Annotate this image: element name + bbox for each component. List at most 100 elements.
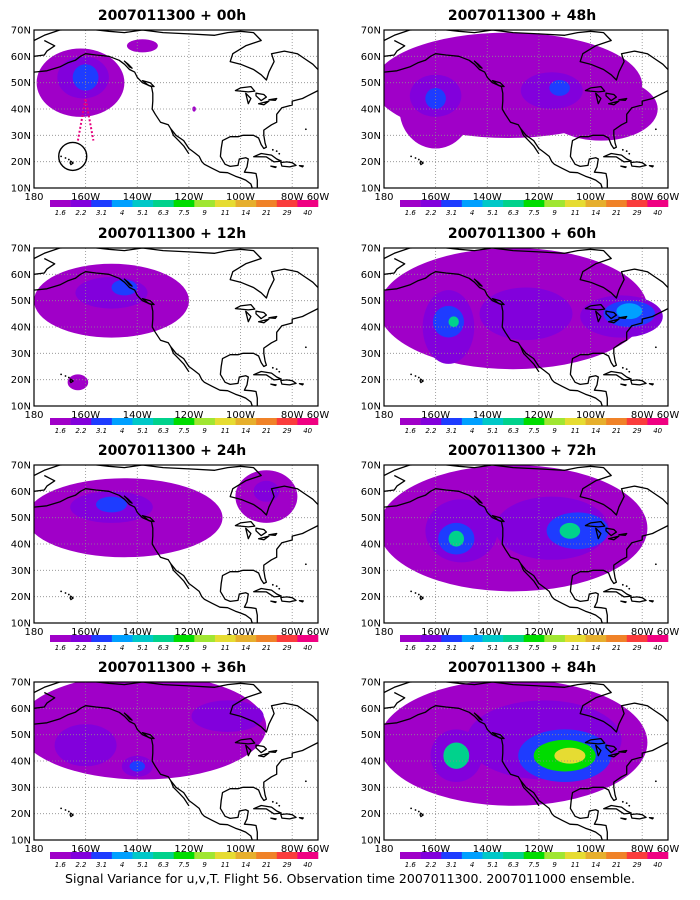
small-island xyxy=(417,593,420,596)
x-tick-label: 160W xyxy=(421,844,450,855)
y-tick-label: 40N xyxy=(11,105,31,116)
colorbar-swatch xyxy=(585,852,607,859)
lake-outline xyxy=(255,527,268,537)
x-tick-label: 60W xyxy=(657,410,680,421)
y-tick-label: 70N xyxy=(11,678,31,689)
y-tick-label: 50N xyxy=(361,730,381,741)
y-tick-label: 70N xyxy=(361,26,381,37)
coastline xyxy=(384,682,668,733)
island-outline xyxy=(603,587,632,598)
x-tick-label: 60W xyxy=(307,627,330,638)
y-tick-label: 30N xyxy=(361,783,381,794)
colorbar-label: 11 xyxy=(221,861,230,869)
lake-outline xyxy=(245,527,252,540)
colorbar-label: 2.2 xyxy=(425,644,437,652)
colorbar-swatch xyxy=(153,200,174,207)
x-tick-label: 140W xyxy=(473,192,502,203)
lake-outline xyxy=(607,535,620,541)
variance-blob xyxy=(425,88,446,109)
island-outline xyxy=(620,165,627,169)
island-outline xyxy=(141,514,155,523)
island-outline xyxy=(473,712,483,721)
x-tick-label: 120W xyxy=(524,627,553,638)
plot-frame xyxy=(383,247,669,407)
colorbar-swatch xyxy=(194,852,216,859)
colorbar-label: 9 xyxy=(552,861,557,869)
plot-frame xyxy=(33,29,319,189)
colorbar-swatch xyxy=(91,200,113,207)
coastline xyxy=(384,248,668,299)
colorbar-swatch xyxy=(626,418,648,425)
small-island xyxy=(414,592,417,594)
map-plot: 10N 20N 30N 40N 50N 60N 70N 180 160W 140W 120W 100W… xyxy=(361,678,680,870)
island-outline xyxy=(473,60,483,69)
colorbar-label: 5.1 xyxy=(487,209,498,217)
colorbar-swatch xyxy=(585,635,607,642)
x-tick-label: 60W xyxy=(307,410,330,421)
colorbar-label: 2.2 xyxy=(425,861,437,869)
colorbar-label: 29 xyxy=(633,861,642,869)
coastlines xyxy=(34,682,318,840)
shaded-field xyxy=(384,30,668,188)
lake-outline xyxy=(234,303,256,311)
y-tick-label: 60N xyxy=(361,270,381,281)
lake-outline xyxy=(584,520,606,528)
colorbar-label: 6.3 xyxy=(158,427,169,435)
colorbar-swatch xyxy=(256,200,278,207)
coastline xyxy=(170,780,190,807)
colorbar-swatch xyxy=(173,635,195,642)
colorbar-label: 5.1 xyxy=(137,209,148,217)
coastline xyxy=(34,39,56,57)
variance-blob xyxy=(67,374,89,391)
colorbar-label: 4 xyxy=(120,209,124,217)
colorbar-swatch xyxy=(503,418,524,425)
colorbar-label: 21 xyxy=(262,209,271,217)
island-outline xyxy=(253,152,282,163)
colorbar-swatch xyxy=(585,200,607,207)
colorbar-label: 40 xyxy=(303,644,312,652)
variance-blob xyxy=(72,64,99,91)
colorbar-label: 9 xyxy=(552,427,557,435)
colorbar-swatch xyxy=(523,635,545,642)
colorbar-swatch xyxy=(276,852,298,859)
x-tick-label: 180 xyxy=(374,627,393,638)
colorbar-swatch xyxy=(585,418,607,425)
island-outline xyxy=(648,816,654,820)
island-outline xyxy=(123,60,133,69)
small-island xyxy=(414,375,417,377)
island-outline xyxy=(603,152,632,163)
lake-outline xyxy=(618,749,628,753)
colorbar-label: 14 xyxy=(591,427,600,435)
colorbar-label: 9 xyxy=(202,861,207,869)
small-island xyxy=(275,368,278,371)
colorbar-swatch xyxy=(194,635,216,642)
colorbar-swatch xyxy=(482,852,504,859)
x-tick-label: 120W xyxy=(524,844,553,855)
colorbar-label: 6.3 xyxy=(508,644,519,652)
lake-outline xyxy=(234,520,256,528)
small-island xyxy=(410,590,413,593)
colorbar-label: 3.1 xyxy=(446,644,457,652)
small-island xyxy=(64,592,67,594)
lake-outline xyxy=(584,85,606,93)
colorbar-swatch xyxy=(132,635,154,642)
variance-blob xyxy=(479,287,573,341)
small-island xyxy=(628,152,631,155)
colorbar-swatch xyxy=(564,635,586,642)
coastline xyxy=(34,682,318,733)
colorbar-label: 3.1 xyxy=(446,209,457,217)
lake-outline xyxy=(607,318,620,324)
coastline xyxy=(520,346,540,373)
colorbar-swatch xyxy=(420,635,442,642)
colorbar-swatch xyxy=(626,200,648,207)
colorbar-label: 5.1 xyxy=(487,644,498,652)
colorbar-label: 9 xyxy=(202,427,207,435)
colorbar-swatch xyxy=(70,418,92,425)
x-tick-label: 80W xyxy=(281,410,304,421)
coastline xyxy=(569,308,668,406)
y-tick-label: 50N xyxy=(11,78,31,89)
lake-outline xyxy=(605,527,618,537)
colorbar-label: 21 xyxy=(262,644,271,652)
colorbar-label: 4 xyxy=(120,861,124,869)
y-tick-label: 20N xyxy=(361,157,381,168)
